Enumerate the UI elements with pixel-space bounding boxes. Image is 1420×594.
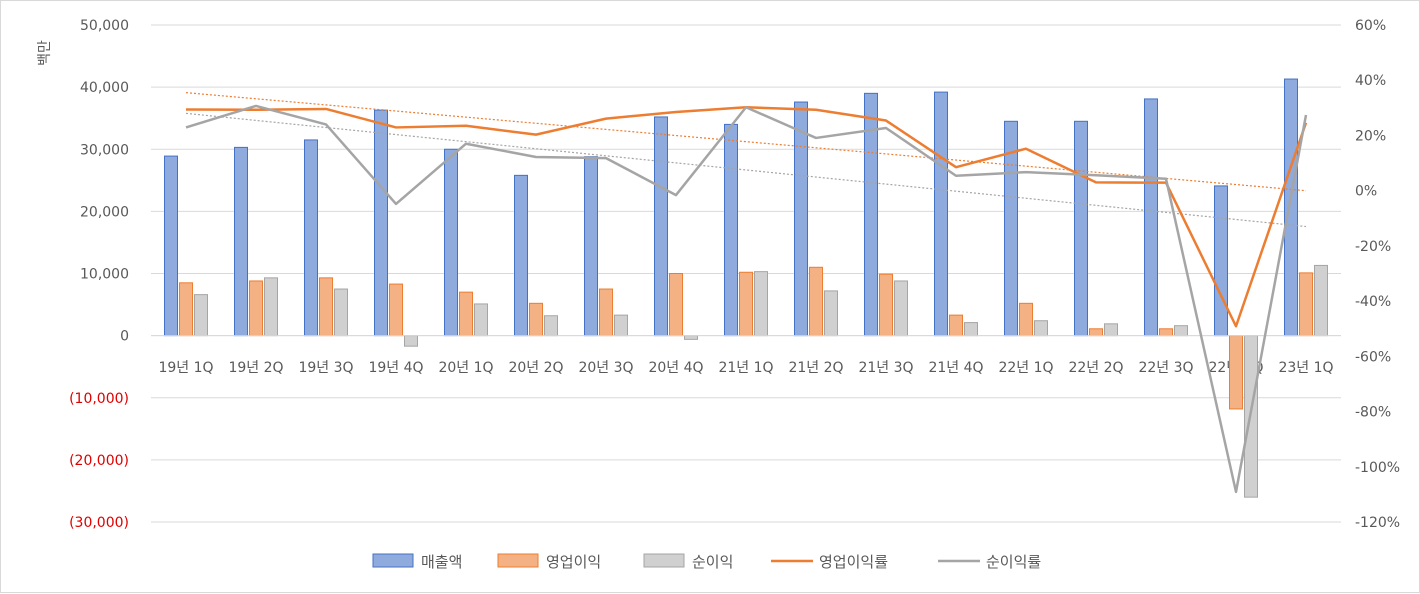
bar-영업이익	[459, 291, 473, 337]
y-right-tick-label: 60%	[1355, 18, 1386, 34]
y-left-tick-label: 50,000	[80, 18, 129, 34]
x-tick-label: 21년 4Q	[928, 360, 983, 376]
y-left-tick-label: 0	[120, 329, 129, 345]
y-left-tick-label: 10,000	[80, 267, 129, 283]
bar-영업이익	[669, 273, 683, 337]
bar-순이익	[1314, 264, 1328, 337]
y-left-tick-label: 20,000	[80, 204, 129, 220]
bar-매출액	[1214, 185, 1228, 337]
bar-매출액	[444, 148, 458, 337]
bar-영업이익	[879, 273, 893, 337]
x-tick-label: 20년 4Q	[648, 360, 703, 376]
bar-매출액	[1284, 78, 1298, 337]
x-tick-label: 20년 1Q	[438, 360, 493, 376]
bar-순이익	[684, 335, 698, 340]
bar-영업이익	[1299, 272, 1313, 337]
bar-영업이익	[179, 282, 193, 337]
x-tick-label: 23년 1Q	[1278, 360, 1333, 376]
bar-영업이익	[949, 314, 963, 337]
legend-label: 매출액	[421, 553, 462, 571]
y-right-tick-label: -40%	[1355, 294, 1391, 310]
bar-매출액	[794, 101, 808, 337]
bar-매출액	[934, 91, 948, 337]
bar-매출액	[1074, 120, 1088, 337]
bar-영업이익	[1229, 335, 1243, 410]
bar-매출액	[234, 146, 248, 337]
bar-영업이익	[1089, 328, 1103, 337]
y-right-tick-label: 40%	[1355, 73, 1386, 89]
y-right-tick-label: -20%	[1355, 239, 1391, 255]
bar-순이익	[474, 303, 488, 337]
legend-swatch-매출액	[372, 553, 414, 568]
bar-매출액	[584, 156, 598, 337]
x-tick-label: 21년 1Q	[718, 360, 773, 376]
bar-영업이익	[249, 280, 263, 337]
x-tick-label: 22년 3Q	[1138, 360, 1193, 376]
bar-순이익	[194, 294, 208, 337]
x-tick-label: 22년 1Q	[998, 360, 1053, 376]
x-tick-label: 20년 3Q	[578, 360, 633, 376]
legend-label: 순이익	[692, 553, 733, 571]
legend-swatch-순이익	[643, 553, 685, 568]
x-tick-label: 20년 2Q	[508, 360, 563, 376]
x-tick-label: 19년 4Q	[368, 360, 423, 376]
bar-순이익	[334, 288, 348, 337]
bar-영업이익	[529, 302, 543, 337]
x-tick-label: 19년 2Q	[228, 360, 283, 376]
bar-영업이익	[1019, 302, 1033, 337]
bar-순이익	[754, 271, 768, 337]
line-순이익률	[185, 104, 1308, 494]
bar-매출액	[374, 109, 388, 337]
y-left-tick-label: 30,000	[80, 142, 129, 158]
bar-매출액	[514, 174, 528, 337]
bar-매출액	[304, 139, 318, 337]
bar-순이익	[404, 335, 418, 347]
bar-순이익	[614, 314, 628, 337]
x-tick-label: 22년 2Q	[1068, 360, 1123, 376]
bar-영업이익	[389, 283, 403, 337]
y-right-tick-label: -120%	[1355, 515, 1400, 531]
y-axis-label: 백만	[37, 40, 53, 66]
bar-순이익	[964, 322, 978, 337]
y-right-tick-label: 20%	[1355, 128, 1386, 144]
y-left-tick-label: (20,000)	[69, 453, 129, 469]
legend-label: 영업이익률	[819, 553, 888, 571]
y-right-tick-label: -80%	[1355, 405, 1391, 421]
bar-매출액	[654, 116, 668, 337]
legend-swatch-영업이익	[497, 553, 539, 568]
bar-영업이익	[319, 277, 333, 337]
y-right-tick-label: -60%	[1355, 349, 1391, 365]
bar-순이익	[1174, 325, 1188, 337]
bar-영업이익	[599, 288, 613, 337]
bar-순이익	[824, 290, 838, 337]
bar-순이익	[264, 277, 278, 337]
y-left-tick-label: (10,000)	[69, 391, 129, 407]
bar-영업이익	[739, 271, 753, 337]
x-tick-label: 19년 1Q	[158, 360, 213, 376]
bar-매출액	[164, 155, 178, 337]
x-tick-label: 19년 3Q	[298, 360, 353, 376]
trendline-순이익률	[185, 112, 1307, 228]
legend-label: 영업이익	[546, 553, 601, 571]
x-tick-label: 21년 3Q	[858, 360, 913, 376]
bar-영업이익	[809, 266, 823, 337]
y-right-tick-label: -100%	[1355, 460, 1400, 476]
bar-영업이익	[1159, 328, 1173, 337]
bar-매출액	[724, 123, 738, 337]
bar-순이익	[1104, 323, 1118, 337]
x-tick-label: 21년 2Q	[788, 360, 843, 376]
legend-label: 순이익률	[986, 553, 1041, 571]
trendline-영업이익률	[185, 92, 1307, 192]
y-left-tick-label: (30,000)	[69, 515, 129, 531]
bar-순이익	[544, 315, 558, 337]
y-right-tick-label: 0%	[1355, 184, 1377, 200]
bar-순이익	[894, 280, 908, 337]
y-left-tick-label: 40,000	[80, 80, 129, 96]
bar-순이익	[1034, 320, 1048, 337]
bar-매출액	[1144, 98, 1158, 337]
